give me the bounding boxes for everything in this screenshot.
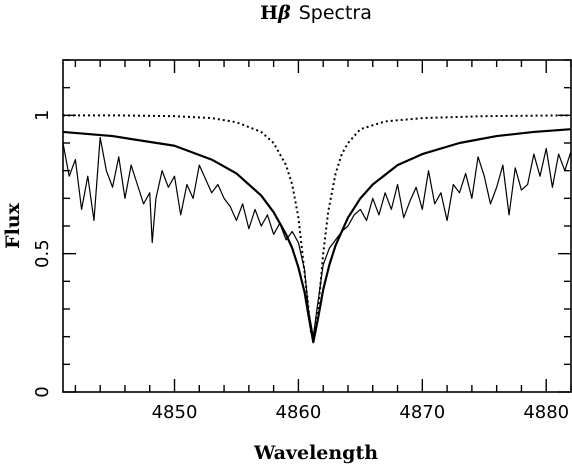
y-tick-label: 0 — [32, 386, 53, 397]
y-axis-label: Flux — [2, 202, 24, 249]
y-tick-label: 0.5 — [32, 239, 53, 268]
y-tick-label: 1 — [32, 110, 53, 121]
x-tick-label: 4880 — [523, 402, 569, 423]
title-suffix: Spectra — [299, 2, 372, 24]
axis-tick-labels: 4850 4860 4870 4880 0 0.5 1 — [32, 110, 569, 423]
axis-ticks — [63, 59, 572, 393]
title-prefix: H — [260, 2, 278, 24]
x-tick-label: 4850 — [152, 402, 198, 423]
x-axis-label: Wavelength — [253, 442, 378, 464]
series-layer — [62, 114, 572, 344]
series-line-solid — [62, 128, 572, 344]
title-symbol: β — [277, 2, 291, 24]
x-tick-label: 4870 — [399, 402, 445, 423]
series-line-dotted — [63, 114, 572, 338]
chart-title: Hβ Spectra — [260, 2, 372, 24]
series-line-solid-thin — [62, 136, 572, 338]
plot-frame — [62, 59, 572, 393]
x-tick-label: 4860 — [276, 402, 322, 423]
